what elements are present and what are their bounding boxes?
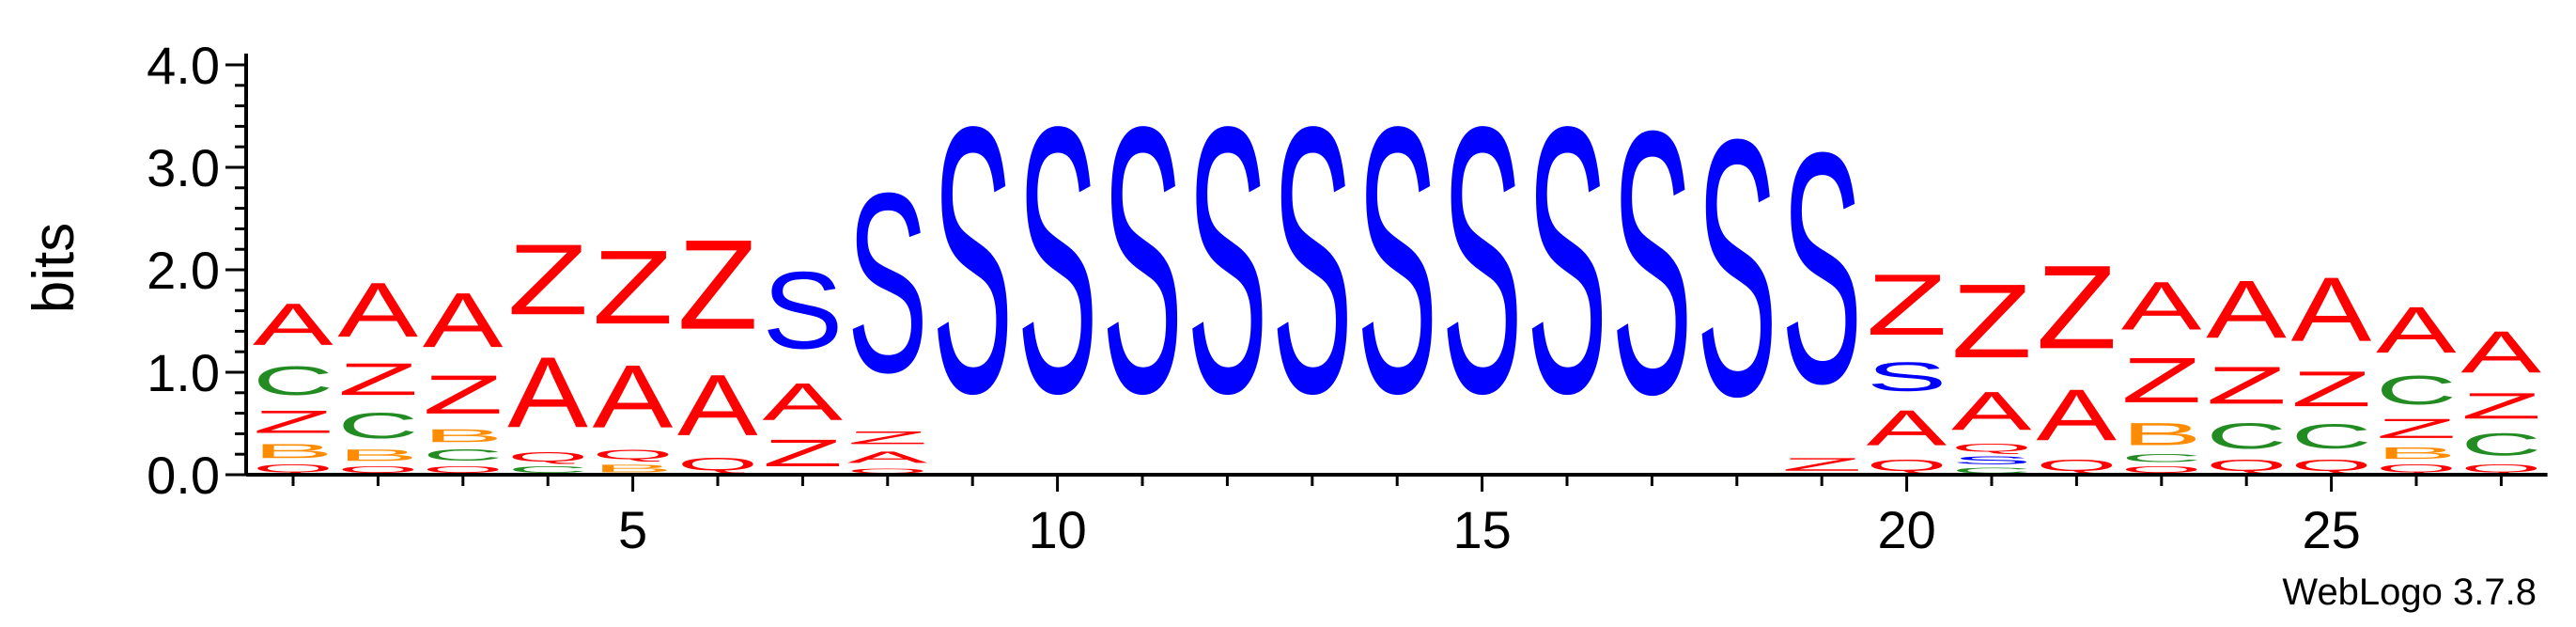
- glyph-B-pos-1: B: [253, 440, 334, 462]
- glyph-S-pos-10: S: [1017, 48, 1098, 472]
- y-tick-label: 0.0: [147, 446, 220, 505]
- glyph-S-pos-11: S: [1102, 48, 1183, 472]
- glyph-A-pos-8: A: [847, 448, 928, 467]
- glyph-Q-pos-5: Q: [593, 447, 674, 462]
- x-tick-label: 25: [2302, 500, 2360, 559]
- glyph-A-pos-24: A: [2206, 264, 2287, 355]
- glyph-S-pos-9: S: [932, 48, 1013, 472]
- glyph-A-pos-3: A: [423, 276, 504, 364]
- glyph-Z-pos-21: Z: [1951, 262, 2032, 380]
- glyph-S-pos-14: S: [1357, 48, 1437, 472]
- glyph-C-pos-4: C: [507, 464, 588, 475]
- glyph-B-pos-5: B: [593, 462, 674, 475]
- glyph-S-pos-7: S: [762, 250, 843, 372]
- glyph-Z-pos-24: Z: [2206, 355, 2287, 415]
- glyph-Q-pos-24: Q: [2206, 456, 2287, 475]
- glyph-A-pos-6: A: [677, 356, 758, 453]
- x-tick-label: 5: [618, 500, 647, 559]
- glyph-S-pos-20: S: [1867, 354, 1948, 400]
- glyph-Z-pos-8: Z: [847, 428, 928, 448]
- glyph-Q-pos-20: Q: [1867, 456, 1948, 475]
- weblogo-credit: WebLogo 3.7.8: [2282, 572, 2537, 613]
- glyph-A-pos-25: A: [2291, 259, 2372, 361]
- glyph-C-pos-26: C: [2376, 368, 2457, 414]
- glyph-A-pos-2: A: [337, 266, 418, 353]
- glyph-Z-pos-27: Z: [2460, 385, 2541, 426]
- glyph-C-pos-27: C: [2460, 427, 2541, 462]
- glyph-Q-pos-27: Q: [2460, 462, 2541, 475]
- glyph-A-pos-1: A: [253, 291, 334, 358]
- y-tick-label: 3.0: [147, 138, 220, 197]
- glyph-Z-pos-20: Z: [1867, 257, 1948, 353]
- glyph-Z-pos-1: Z: [253, 404, 334, 440]
- x-tick-label: 15: [1452, 500, 1511, 559]
- glyph-A-pos-22: A: [2036, 375, 2117, 457]
- y-tick-label: 2.0: [147, 241, 220, 300]
- glyph-S-pos-21: S: [1951, 454, 2032, 466]
- glyph-Q-pos-22: Q: [2036, 456, 2117, 475]
- glyph-Z-pos-5: Z: [593, 228, 674, 346]
- glyph-B-pos-26: B: [2376, 444, 2457, 462]
- y-axis-label: bits: [22, 223, 86, 313]
- glyph-A-pos-5: A: [593, 347, 674, 447]
- glyph-S-pos-19: S: [1781, 84, 1862, 452]
- glyph-S-pos-17: S: [1611, 54, 1692, 472]
- glyph-B-pos-2: B: [337, 447, 418, 464]
- y-tick-label: 4.0: [147, 36, 220, 95]
- glyph-Q-pos-26: Q: [2376, 462, 2457, 475]
- glyph-Q-pos-3: Q: [423, 464, 504, 475]
- glyph-C-pos-2: C: [337, 405, 418, 447]
- glyph-Q-pos-23: Q: [2121, 464, 2202, 475]
- glyph-C-pos-24: C: [2206, 415, 2287, 457]
- glyph-Z-pos-6: Z: [677, 214, 758, 356]
- glyph-S-pos-12: S: [1187, 48, 1267, 472]
- x-tick-label: 20: [1877, 500, 1935, 559]
- glyph-Q-pos-2: Q: [337, 464, 418, 475]
- glyph-A-pos-26: A: [2376, 292, 2457, 367]
- glyph-Z-pos-4: Z: [507, 224, 588, 336]
- glyph-S-pos-16: S: [1527, 48, 1607, 472]
- glyph-S-pos-13: S: [1272, 48, 1353, 472]
- glyph-Z-pos-26: Z: [2376, 413, 2457, 444]
- glyph-C-pos-3: C: [423, 447, 504, 465]
- glyph-S-pos-18: S: [1697, 64, 1777, 473]
- glyph-C-pos-23: C: [2121, 452, 2202, 464]
- glyph-A-pos-23: A: [2121, 268, 2202, 345]
- glyph-A-pos-20: A: [1867, 400, 1948, 456]
- glyph-A-pos-7: A: [762, 372, 843, 431]
- glyph-Q-pos-6: Q: [677, 454, 758, 475]
- glyph-C-pos-25: C: [2291, 417, 2372, 457]
- glyph-A-pos-27: A: [2460, 319, 2541, 385]
- glyph-Z-pos-22: Z: [2036, 242, 2117, 374]
- y-tick-label: 1.0: [147, 343, 220, 402]
- glyph-Q-pos-8: Q: [847, 466, 928, 475]
- glyph-Z-pos-3: Z: [423, 364, 504, 426]
- glyph-Q-pos-1: Q: [253, 462, 334, 475]
- glyph-C-pos-1: C: [253, 358, 334, 404]
- glyph-A-pos-21: A: [1951, 381, 2032, 442]
- glyph-Q-pos-4: Q: [507, 449, 588, 464]
- glyph-Z-pos-7: Z: [762, 431, 843, 475]
- glyph-Q-pos-25: Q: [2291, 456, 2372, 475]
- glyph-Z-pos-23: Z: [2121, 345, 2202, 416]
- x-tick-label: 10: [1028, 500, 1086, 559]
- glyph-A-pos-4: A: [507, 337, 588, 449]
- glyph-Q-pos-21: Q: [1951, 442, 2032, 454]
- glyph-C-pos-21: C: [1951, 466, 2032, 475]
- glyph-S-pos-8: S: [847, 140, 928, 426]
- glyph-B-pos-23: B: [2121, 416, 2202, 452]
- glyph-S-pos-15: S: [1442, 48, 1523, 472]
- glyph-Z-pos-19: Z: [1781, 454, 1862, 475]
- glyph-Z-pos-25: Z: [2291, 361, 2372, 417]
- glyph-Z-pos-2: Z: [337, 354, 418, 405]
- axes: 0.0 1.0 2.0 3.0 4.0 5 10 15 20 25: [147, 36, 2548, 559]
- glyph-B-pos-3: B: [423, 426, 504, 447]
